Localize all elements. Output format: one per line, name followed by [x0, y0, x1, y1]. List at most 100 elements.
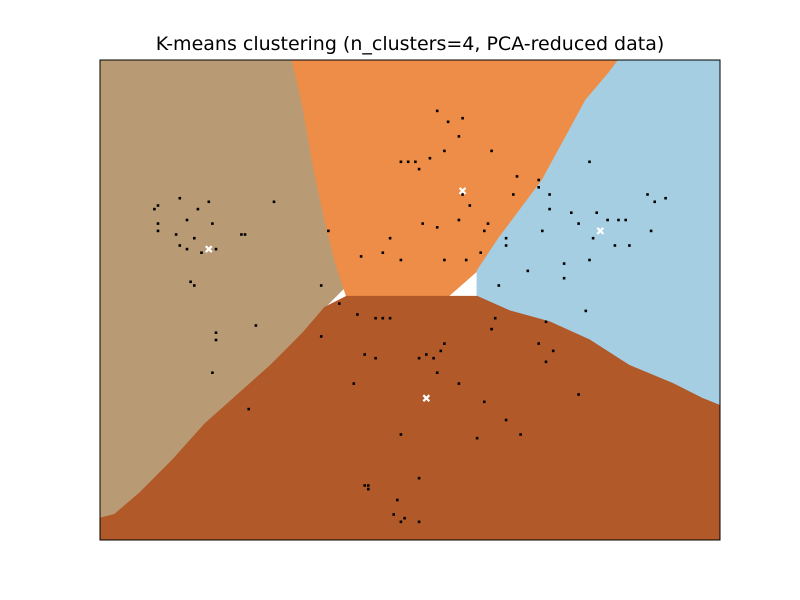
data-point — [185, 218, 189, 222]
data-point — [577, 393, 580, 396]
data-point — [319, 335, 323, 338]
data-point — [475, 436, 479, 440]
data-point — [497, 284, 501, 287]
data-point — [457, 382, 461, 385]
data-point — [211, 222, 214, 225]
data-point — [628, 244, 631, 247]
data-point — [153, 207, 156, 211]
data-point — [515, 175, 519, 178]
data-point — [544, 320, 548, 324]
data-point — [544, 360, 548, 364]
data-point — [417, 520, 421, 524]
data-point — [381, 316, 385, 320]
data-point — [461, 193, 464, 196]
data-point — [399, 433, 403, 436]
data-point — [435, 109, 439, 113]
data-point — [363, 353, 366, 356]
data-point — [396, 498, 399, 502]
data-point — [537, 186, 540, 189]
data-point — [399, 258, 403, 262]
data-point — [595, 211, 598, 214]
data-point — [483, 229, 486, 233]
data-point — [584, 309, 588, 313]
data-point — [443, 149, 446, 153]
data-point — [512, 193, 515, 196]
data-point — [504, 418, 508, 422]
data-point — [577, 222, 580, 225]
data-point — [446, 120, 450, 124]
data-point — [417, 476, 421, 480]
data-point — [247, 407, 250, 411]
data-point — [551, 349, 555, 353]
data-point — [211, 371, 214, 374]
data-point — [537, 342, 540, 345]
region-bottom — [100, 295, 720, 540]
data-point — [464, 258, 468, 262]
data-point — [156, 229, 160, 233]
data-point — [504, 236, 508, 240]
data-point — [435, 226, 439, 229]
data-point — [399, 520, 403, 524]
data-point — [399, 160, 403, 164]
data-point — [381, 251, 385, 254]
data-point — [421, 222, 424, 225]
chart-title: K-means clustering (n_clusters=4, PCA-re… — [155, 33, 665, 55]
data-point — [363, 484, 366, 487]
data-point — [664, 196, 667, 200]
data-point — [432, 356, 435, 360]
data-point — [243, 233, 247, 236]
data-point — [388, 236, 392, 240]
data-point — [443, 258, 446, 262]
data-point — [649, 229, 653, 233]
data-point — [338, 302, 341, 305]
data-point — [588, 258, 591, 262]
data-point — [367, 487, 370, 491]
centroid-marker — [422, 394, 431, 402]
data-point — [483, 400, 486, 404]
data-point — [403, 516, 406, 520]
centroid-marker — [458, 187, 467, 195]
data-point — [327, 229, 330, 233]
data-point — [193, 236, 196, 240]
data-point — [352, 382, 356, 385]
data-point — [537, 178, 540, 182]
data-point — [374, 316, 377, 320]
data-point — [392, 513, 395, 516]
data-point — [214, 331, 218, 334]
data-point — [428, 156, 432, 160]
data-point — [356, 313, 359, 316]
data-point — [417, 167, 421, 171]
data-point — [526, 269, 530, 273]
decision-regions — [100, 60, 720, 540]
axes-frame — [99, 59, 721, 541]
data-point — [548, 207, 551, 211]
data-point — [425, 353, 428, 356]
data-point — [519, 433, 522, 436]
data-point — [417, 356, 421, 360]
data-point — [156, 222, 160, 225]
data-point — [185, 247, 189, 251]
data-point — [443, 342, 446, 345]
data-point — [617, 218, 620, 222]
data-point — [178, 196, 182, 200]
data-point — [588, 160, 591, 164]
data-point — [562, 276, 566, 280]
centroid-marker — [596, 227, 605, 235]
data-point — [624, 218, 627, 222]
data-point — [653, 200, 656, 204]
data-point — [196, 207, 200, 211]
data-point — [504, 244, 508, 247]
data-point — [200, 251, 203, 254]
data-point — [541, 229, 544, 233]
data-point — [156, 204, 160, 207]
data-point — [367, 484, 370, 487]
data-point — [493, 316, 497, 320]
data-point — [272, 200, 276, 204]
data-point — [461, 116, 464, 120]
data-point — [254, 324, 258, 327]
data-point — [562, 262, 566, 265]
data-point — [548, 193, 551, 196]
data-point — [240, 233, 243, 236]
data-point — [606, 218, 609, 222]
centroids — [204, 187, 605, 402]
